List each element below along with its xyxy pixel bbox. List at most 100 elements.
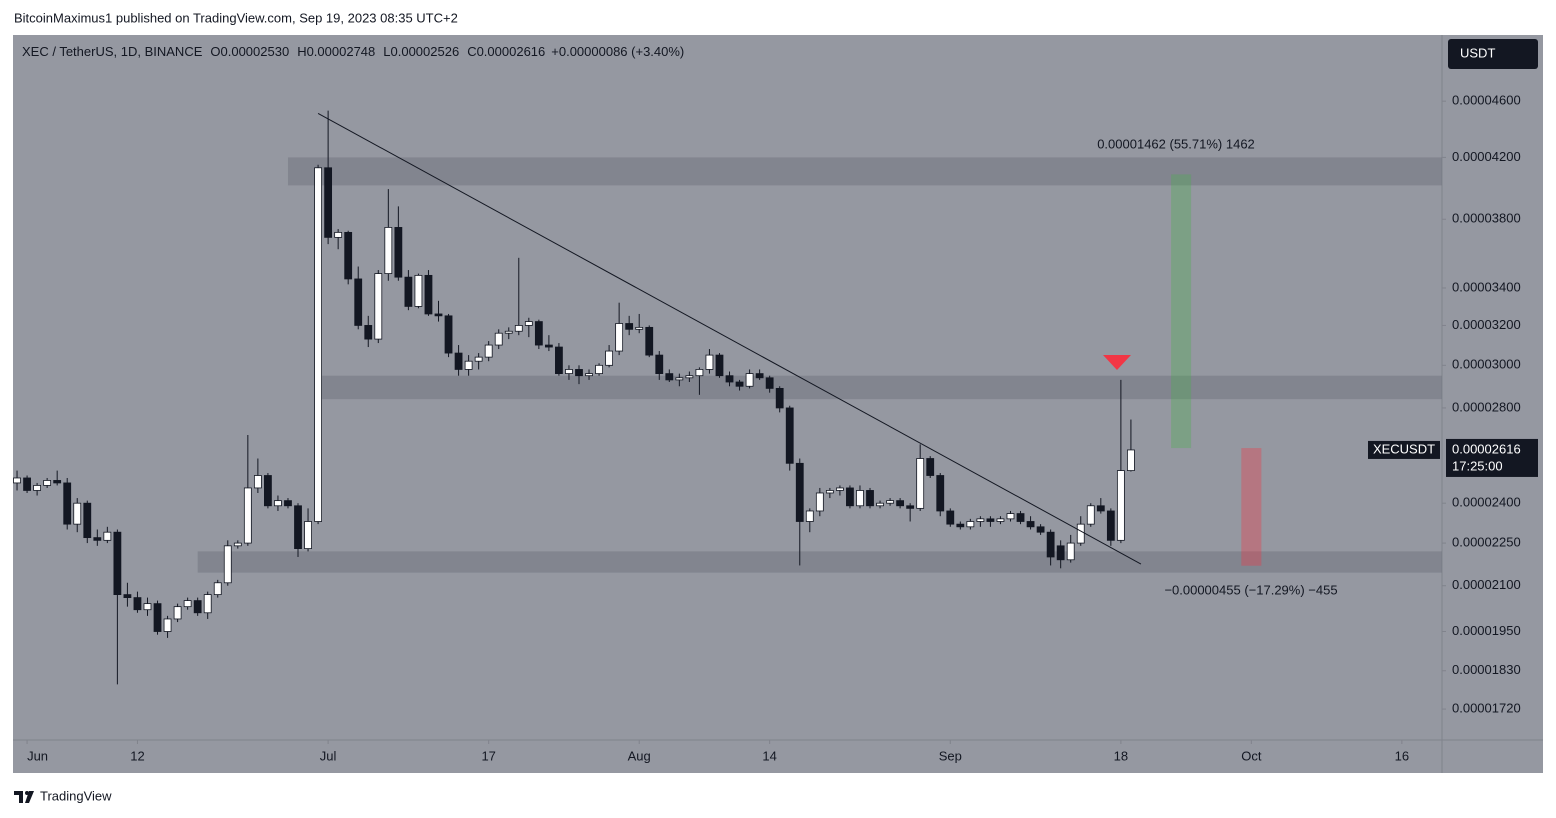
candle-body (534, 321, 543, 346)
candle-body (153, 603, 162, 632)
change: +0.00000086 (+3.40%) (551, 44, 684, 59)
candle-body (243, 487, 252, 544)
candle-body (846, 487, 854, 507)
candle-body (1046, 531, 1055, 558)
byline: BitcoinMaximus1 published on TradingView… (14, 10, 458, 25)
candle-body (886, 500, 894, 504)
candle-body (645, 326, 654, 356)
y-tick-label: 0.00001830 (1452, 662, 1521, 677)
candle-body (53, 480, 62, 484)
candle-body (203, 594, 212, 614)
candle-body (755, 373, 764, 379)
candle-body (1076, 523, 1085, 544)
candle-body (494, 332, 503, 346)
currency-label: USDT (1460, 45, 1495, 60)
candle-body (424, 274, 433, 315)
candle-body (725, 375, 734, 383)
candle-body (404, 276, 413, 307)
trendline (317, 112, 1142, 565)
ohlc-label: L (383, 44, 390, 59)
candle-body (33, 485, 42, 491)
candle-body (876, 502, 884, 507)
symbol-tag-label: XECUSDT (1373, 441, 1435, 456)
ohlc-label: O (210, 44, 220, 59)
candle-body (434, 313, 443, 317)
x-tick-label: 12 (130, 748, 144, 763)
candle-body (825, 490, 834, 494)
candle-body (304, 521, 312, 549)
candle-body (133, 597, 142, 611)
x-tick-label: Sep (939, 748, 962, 763)
candle-body (655, 354, 664, 375)
zone (318, 375, 1442, 400)
candle-body (43, 480, 52, 486)
candle-body (705, 354, 714, 370)
candle-body (765, 377, 774, 389)
candle-body (284, 500, 292, 507)
candle-body (936, 475, 945, 512)
candle-body (1106, 510, 1115, 541)
candle-body (324, 167, 333, 238)
candle-body (1116, 470, 1125, 541)
x-tick-label: Oct (1241, 748, 1262, 763)
ohlc-value: 0.00002616 (477, 44, 546, 59)
candle-body (384, 227, 393, 274)
brand-logo (14, 791, 34, 803)
x-tick-label: Jul (320, 748, 337, 763)
zone (197, 551, 1442, 573)
y-tick-label: 0.00004600 (1452, 93, 1521, 108)
candle-body (354, 278, 363, 326)
candle-body (504, 330, 513, 334)
candle-body (635, 326, 644, 330)
candle-body (374, 273, 383, 340)
candle-body (334, 231, 343, 238)
candle-body (253, 475, 262, 489)
candle-body (264, 475, 272, 507)
candle-body (585, 373, 593, 377)
candle-body (193, 600, 202, 614)
loss-box (1241, 448, 1262, 566)
candle-body (13, 477, 21, 484)
plot-content (13, 110, 1442, 685)
candle-body (73, 502, 82, 525)
candle-body (1066, 542, 1075, 561)
candle-body (1096, 505, 1105, 512)
x-tick-label: 17 (481, 748, 495, 763)
x-tick-label: Jun (27, 748, 48, 763)
currency-button[interactable] (1448, 39, 1538, 69)
candle-body (173, 606, 182, 620)
candle-body (103, 531, 112, 541)
candle-body (1056, 545, 1065, 561)
candle-body (595, 364, 603, 375)
legend: XEC / TetherUS, 1D, BINANCE O0.00002530 H0… (22, 44, 684, 59)
candle-body (815, 492, 824, 512)
candle-body (946, 510, 955, 525)
candle-body (685, 375, 694, 379)
ohlc-label: C (467, 44, 476, 59)
stop-label: −0.00000455 (−17.29%) −455 (1164, 582, 1337, 597)
candle-body (695, 369, 704, 377)
candle-body (544, 344, 553, 348)
candle-body (233, 542, 242, 547)
candle-body (735, 381, 744, 387)
price-tag-countdown: 17:25:00 (1452, 458, 1503, 473)
candle-body (555, 346, 563, 375)
candle-body (715, 354, 724, 377)
candle-body (956, 523, 965, 528)
candle-body (986, 518, 995, 522)
candle-body (1036, 526, 1045, 533)
candle-body (474, 356, 483, 362)
candle-body (625, 323, 634, 330)
candle-body (514, 325, 523, 332)
candle-body (916, 458, 925, 509)
candle-body (1086, 505, 1095, 525)
candle-body (866, 490, 874, 507)
candle-body (274, 500, 282, 507)
y-tick-label: 0.00003200 (1452, 317, 1521, 332)
ohlc-value: 0.00002526 (391, 44, 460, 59)
target-label: 0.00001462 (55.71%) 1462 (1097, 136, 1255, 151)
y-tick-label: 0.00003400 (1452, 279, 1521, 294)
candle-body (675, 377, 684, 381)
